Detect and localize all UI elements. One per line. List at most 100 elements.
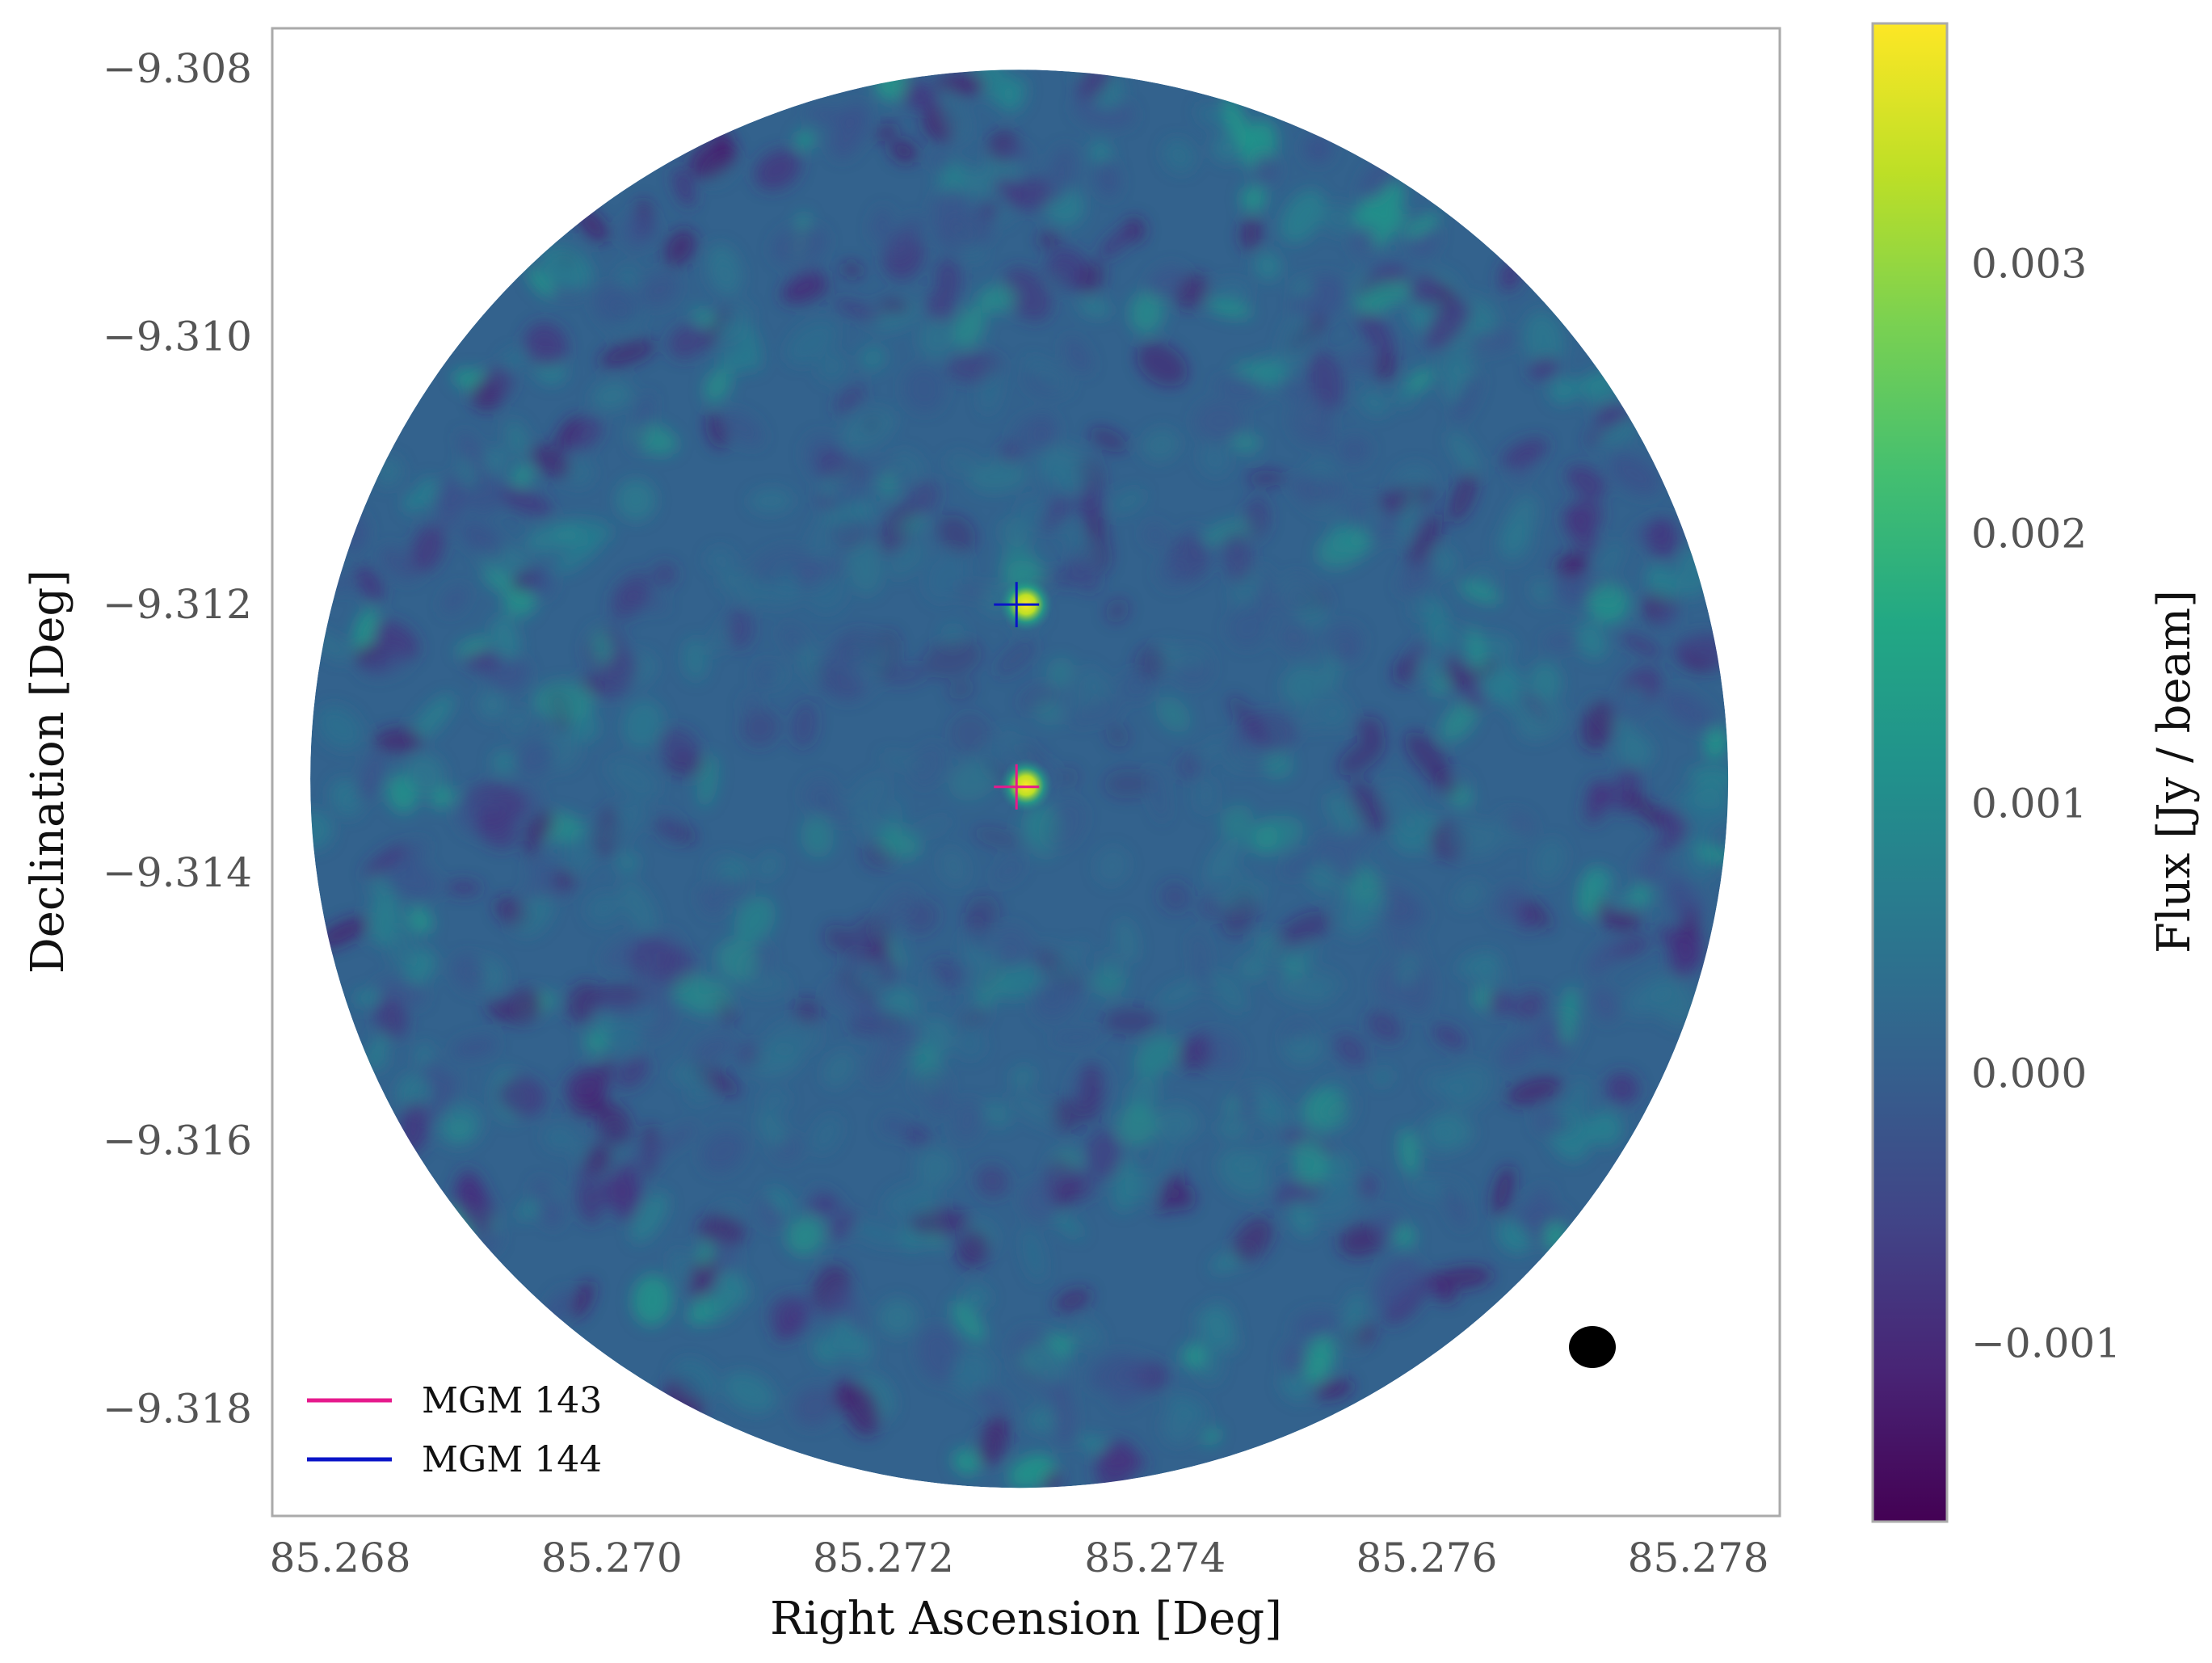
noise-blob <box>1567 551 1589 574</box>
noise-blob <box>1494 884 1524 921</box>
noise-blob <box>515 894 553 937</box>
noise-blob <box>1109 1358 1150 1407</box>
noise-blob <box>610 571 651 621</box>
noise-blob <box>883 1183 940 1219</box>
noise-blob <box>822 1050 856 1088</box>
noise-blob <box>903 365 945 413</box>
noise-blob <box>1280 311 1315 371</box>
noise-blob <box>672 975 733 1014</box>
noise-blob <box>852 1220 902 1246</box>
noise-blob <box>1043 798 1087 851</box>
noise-blob <box>591 628 614 667</box>
noise-blob <box>616 850 640 875</box>
noise-blob <box>1562 507 1596 553</box>
noise-blob <box>821 503 881 523</box>
flux-heatmap <box>310 69 1729 1488</box>
noise-blob <box>913 816 953 837</box>
noise-blob <box>878 468 898 499</box>
noise-blob <box>947 680 976 700</box>
source-markers <box>994 582 1040 810</box>
noise-blob <box>949 713 990 754</box>
noise-blob <box>1448 432 1481 476</box>
noise-blob <box>1239 217 1263 251</box>
colorbar-tick-label: 0.001 <box>1971 780 2087 827</box>
noise-blob <box>1283 1032 1323 1065</box>
x-tick-label: 85.270 <box>541 1535 683 1581</box>
noise-blob <box>1356 715 1385 743</box>
noise-blob <box>1053 959 1081 985</box>
noise-blob <box>668 326 704 359</box>
noise-blob <box>711 1239 738 1273</box>
noise-blob <box>414 1043 432 1066</box>
noise-blob <box>1598 541 1623 579</box>
noise-blob <box>1704 727 1729 760</box>
noise-blob <box>1279 911 1332 946</box>
noise-blob <box>1586 1110 1623 1147</box>
noise-blob <box>963 1285 991 1309</box>
noise-blob <box>1272 978 1331 1004</box>
noise-blob <box>1181 646 1208 667</box>
noise-blob <box>608 756 659 799</box>
noise-blob <box>1314 1379 1353 1400</box>
noise-blob <box>1525 899 1551 929</box>
noise-blob <box>841 262 863 278</box>
noise-blob <box>505 420 530 458</box>
noise-blob <box>1533 839 1566 882</box>
noise-blob <box>1605 1072 1639 1105</box>
noise-blob <box>1010 1065 1036 1089</box>
noise-blob <box>1282 1341 1307 1375</box>
noise-blob <box>539 245 593 291</box>
noise-blob <box>355 566 385 602</box>
noise-blob <box>740 709 780 747</box>
noise-blob <box>1405 368 1434 394</box>
noise-blob <box>1616 732 1654 768</box>
noise-blob <box>741 693 760 711</box>
noise-blob <box>1105 723 1129 747</box>
noise-blob <box>1497 1220 1531 1254</box>
noise-blob <box>723 410 763 446</box>
noise-blob <box>1095 846 1129 886</box>
noise-blob <box>1280 851 1327 878</box>
noise-blob <box>973 826 1020 849</box>
noise-blob <box>725 607 755 650</box>
y-tick-label: −9.308 <box>103 45 252 92</box>
noise-blob <box>1566 465 1607 499</box>
noise-blob <box>1330 520 1352 554</box>
noise-blob <box>1043 1471 1061 1488</box>
noise-blob <box>876 123 897 142</box>
noise-blob <box>760 1088 789 1113</box>
noise-blob <box>1230 568 1268 604</box>
noise-blob <box>632 1274 673 1327</box>
noise-blob <box>460 521 504 558</box>
noise-blob <box>980 362 1002 415</box>
noise-blob <box>396 1073 433 1113</box>
noise-blob <box>721 857 751 884</box>
noise-blob <box>374 727 423 753</box>
noise-blob <box>709 259 742 293</box>
colorbar-gradient <box>1871 22 1949 1523</box>
noise-blob <box>1112 1156 1140 1214</box>
noise-blob <box>993 857 1025 885</box>
noise-blob <box>1506 1076 1562 1106</box>
noise-blob <box>1157 980 1201 1008</box>
noise-blob <box>880 1114 905 1136</box>
noise-blob <box>1607 895 1650 910</box>
noise-blob <box>554 415 581 450</box>
noise-blob <box>1587 869 1616 891</box>
noise-blob <box>1281 663 1323 705</box>
noise-blob <box>576 1179 602 1223</box>
noise-blob <box>907 480 940 516</box>
noise-blob <box>503 588 536 619</box>
noise-blob <box>1338 736 1386 776</box>
noise-blob <box>1467 330 1516 352</box>
noise-blob <box>869 1031 902 1087</box>
noise-blob <box>1621 633 1662 658</box>
noise-blob <box>565 1071 606 1102</box>
noise-blob <box>818 352 847 382</box>
noise-blob <box>1432 1266 1493 1289</box>
noise-blob <box>1263 939 1288 966</box>
noise-blob <box>1291 477 1327 511</box>
noise-blob <box>923 638 982 679</box>
noise-blob <box>754 661 780 687</box>
noise-blob <box>470 474 503 516</box>
